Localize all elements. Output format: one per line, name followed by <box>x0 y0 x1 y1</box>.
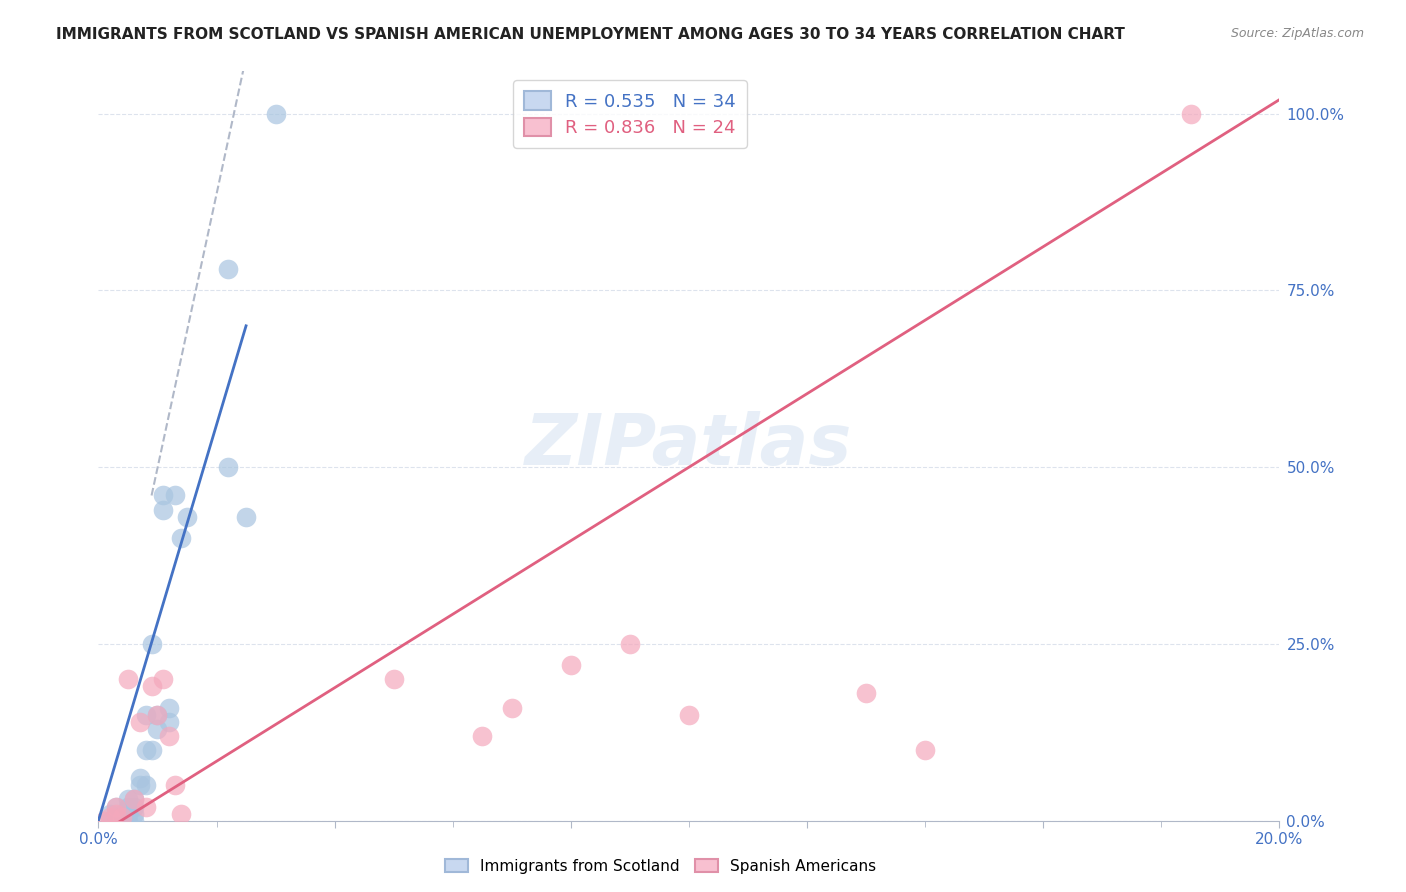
Point <box>141 743 163 757</box>
Text: IMMIGRANTS FROM SCOTLAND VS SPANISH AMERICAN UNEMPLOYMENT AMONG AGES 30 TO 34 YE: IMMIGRANTS FROM SCOTLAND VS SPANISH AMER… <box>56 27 1125 42</box>
Point <box>98 810 121 824</box>
Point <box>165 778 187 792</box>
Point <box>111 814 134 828</box>
Point <box>135 799 157 814</box>
Point <box>135 707 157 722</box>
Point <box>678 707 700 722</box>
Point <box>146 722 169 736</box>
Text: ZIPatlas: ZIPatlas <box>526 411 852 481</box>
Point <box>170 531 193 545</box>
Point <box>152 488 174 502</box>
Point <box>501 700 523 714</box>
Point <box>128 771 150 785</box>
Point <box>122 806 145 821</box>
Point <box>122 814 145 828</box>
Point <box>122 792 145 806</box>
Point <box>105 806 128 821</box>
Point <box>157 700 180 714</box>
Point <box>105 814 128 828</box>
Point <box>560 658 582 673</box>
Point <box>382 673 405 687</box>
Point <box>105 799 128 814</box>
Point <box>914 743 936 757</box>
Point <box>235 509 257 524</box>
Point <box>217 460 239 475</box>
Point <box>135 778 157 792</box>
Legend: R = 0.535   N = 34, R = 0.836   N = 24: R = 0.535 N = 34, R = 0.836 N = 24 <box>513 80 747 148</box>
Point <box>117 814 139 828</box>
Point <box>111 806 134 821</box>
Point <box>105 799 128 814</box>
Point <box>157 729 180 743</box>
Point <box>141 679 163 693</box>
Point <box>117 792 139 806</box>
Point <box>619 637 641 651</box>
Point <box>93 814 115 828</box>
Point <box>146 707 169 722</box>
Point <box>117 673 139 687</box>
Point <box>152 502 174 516</box>
Legend: Immigrants from Scotland, Spanish Americans: Immigrants from Scotland, Spanish Americ… <box>439 853 883 880</box>
Point <box>128 778 150 792</box>
Point <box>264 107 287 121</box>
Point <box>98 806 121 821</box>
Point <box>111 810 134 824</box>
Point <box>122 799 145 814</box>
Point <box>1180 107 1202 121</box>
Point <box>122 792 145 806</box>
Text: Source: ZipAtlas.com: Source: ZipAtlas.com <box>1230 27 1364 40</box>
Point <box>128 714 150 729</box>
Point <box>146 707 169 722</box>
Point <box>117 799 139 814</box>
Point <box>170 806 193 821</box>
Point <box>117 806 139 821</box>
Point <box>141 637 163 651</box>
Point <box>157 714 180 729</box>
Point <box>217 262 239 277</box>
Point <box>135 743 157 757</box>
Point <box>98 814 121 828</box>
Point <box>471 729 494 743</box>
Point <box>165 488 187 502</box>
Point <box>855 686 877 700</box>
Point <box>152 673 174 687</box>
Point <box>176 509 198 524</box>
